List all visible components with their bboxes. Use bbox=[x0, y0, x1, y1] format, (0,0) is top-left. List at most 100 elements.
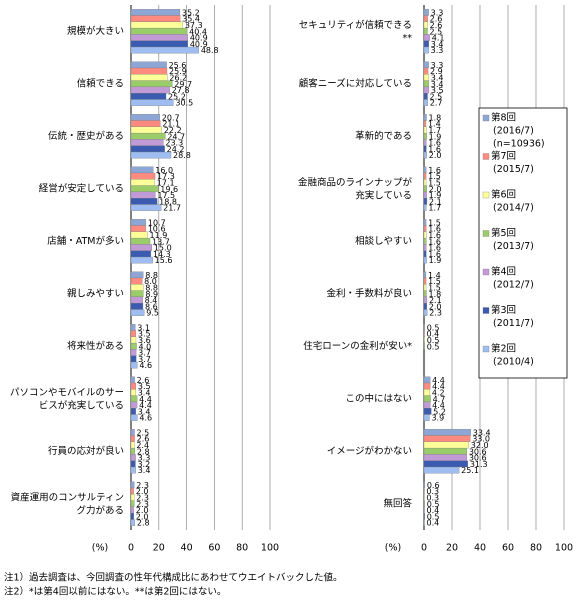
value-label: 1.4 bbox=[428, 120, 441, 129]
x-tick-label: 0 bbox=[128, 543, 134, 554]
bar bbox=[423, 441, 469, 449]
bar bbox=[423, 114, 427, 121]
bar bbox=[423, 99, 428, 106]
value-label: 10.6 bbox=[148, 225, 166, 234]
bar bbox=[130, 401, 138, 409]
value-label: 3.9 bbox=[431, 414, 444, 423]
bar bbox=[130, 244, 153, 251]
value-label: 1.5 bbox=[428, 277, 441, 286]
value-label: 3.2 bbox=[137, 460, 150, 469]
bar bbox=[130, 513, 134, 520]
value-label: 2.5 bbox=[136, 428, 149, 437]
value-label: 8.0 bbox=[144, 277, 157, 286]
value-label: 3.3 bbox=[138, 454, 151, 463]
value-label: 21.1 bbox=[162, 120, 180, 129]
value-label: 3.4 bbox=[431, 73, 444, 82]
bar bbox=[130, 481, 135, 489]
value-label: 3.3 bbox=[431, 61, 444, 70]
legend-period: (2014/7) bbox=[493, 203, 534, 214]
value-label: 24.7 bbox=[167, 132, 185, 141]
bar bbox=[130, 429, 135, 436]
value-label: 3.4 bbox=[431, 40, 444, 49]
bar bbox=[130, 120, 161, 127]
legend-label: 第3回 bbox=[491, 304, 516, 316]
category-label: 顧客ニーズに対応している bbox=[299, 77, 412, 89]
bar bbox=[130, 408, 136, 415]
bar bbox=[423, 15, 428, 22]
bar bbox=[423, 172, 427, 180]
legend-label: 第8回 bbox=[491, 112, 516, 124]
bar bbox=[423, 40, 429, 48]
bar bbox=[423, 21, 428, 29]
x-tick-label: 60 bbox=[502, 543, 514, 554]
bar bbox=[130, 80, 173, 88]
bar bbox=[423, 256, 427, 264]
value-label: 2.1 bbox=[429, 197, 442, 206]
value-label: 40.4 bbox=[189, 27, 207, 36]
bar bbox=[130, 9, 181, 16]
bar bbox=[423, 481, 425, 489]
bar bbox=[423, 466, 460, 474]
bar bbox=[130, 225, 146, 232]
bar bbox=[130, 349, 137, 356]
value-label: 4.4 bbox=[432, 382, 445, 391]
value-label: 0.5 bbox=[427, 336, 440, 345]
value-label: 33.4 bbox=[473, 428, 491, 437]
bar bbox=[130, 219, 147, 226]
x-tick-label: 100 bbox=[261, 543, 279, 554]
bar bbox=[130, 172, 156, 180]
value-label: 4.4 bbox=[432, 401, 445, 410]
bar bbox=[423, 376, 431, 384]
value-label: 3.3 bbox=[431, 8, 444, 17]
value-label: 2.8 bbox=[137, 447, 150, 456]
bar bbox=[423, 336, 425, 344]
value-label: 2.3 bbox=[136, 500, 149, 509]
category-label: 資産運用のコンサルティング力がある bbox=[11, 491, 124, 516]
value-label: 2.0 bbox=[136, 506, 149, 515]
bar bbox=[423, 93, 428, 100]
category-label: この中にはない bbox=[345, 392, 412, 404]
value-label: 35.2 bbox=[182, 8, 200, 17]
category-label: 経営が安定している bbox=[39, 182, 124, 194]
value-label: 1.8 bbox=[429, 113, 442, 122]
x-tick-label: 40 bbox=[181, 543, 193, 554]
legend-period: (2015/7) bbox=[493, 164, 534, 175]
value-label: 2.6 bbox=[137, 435, 150, 444]
bar bbox=[423, 74, 429, 81]
bar bbox=[130, 34, 189, 41]
bar bbox=[423, 145, 427, 153]
bar bbox=[130, 460, 136, 468]
value-label: 1.6 bbox=[428, 231, 441, 240]
bar bbox=[130, 86, 170, 94]
bar bbox=[130, 179, 155, 186]
bar bbox=[130, 309, 145, 316]
bar bbox=[423, 237, 427, 245]
bar bbox=[130, 191, 156, 199]
value-label: 2.3 bbox=[136, 481, 149, 490]
value-label: 2.1 bbox=[429, 296, 442, 305]
value-label: 0.5 bbox=[427, 342, 440, 351]
bar bbox=[130, 395, 138, 403]
value-label: 30.6 bbox=[469, 447, 487, 456]
value-label: 1.6 bbox=[428, 166, 441, 175]
bar bbox=[130, 61, 167, 69]
bar bbox=[423, 284, 427, 291]
bar bbox=[130, 296, 143, 304]
bar bbox=[423, 382, 431, 390]
bar bbox=[130, 204, 162, 211]
bar bbox=[130, 506, 134, 514]
bar bbox=[130, 114, 160, 121]
bar bbox=[423, 198, 428, 205]
value-label: 1.6 bbox=[428, 145, 441, 154]
value-label: 2.6 bbox=[430, 15, 443, 24]
note: 注2）*は第4回以前にはない。**は第2回にはない。 bbox=[4, 586, 226, 598]
category-label: 行員の応対が良い bbox=[48, 445, 124, 457]
category-label: 親しみやすい bbox=[67, 287, 124, 299]
bar bbox=[130, 494, 135, 501]
value-label: 0.4 bbox=[427, 330, 440, 339]
value-label: 4.4 bbox=[432, 376, 445, 385]
bar bbox=[130, 15, 181, 22]
value-label: 11.9 bbox=[150, 231, 168, 240]
bar bbox=[130, 126, 163, 134]
category-label: 金利・手数料が良い bbox=[326, 287, 412, 299]
